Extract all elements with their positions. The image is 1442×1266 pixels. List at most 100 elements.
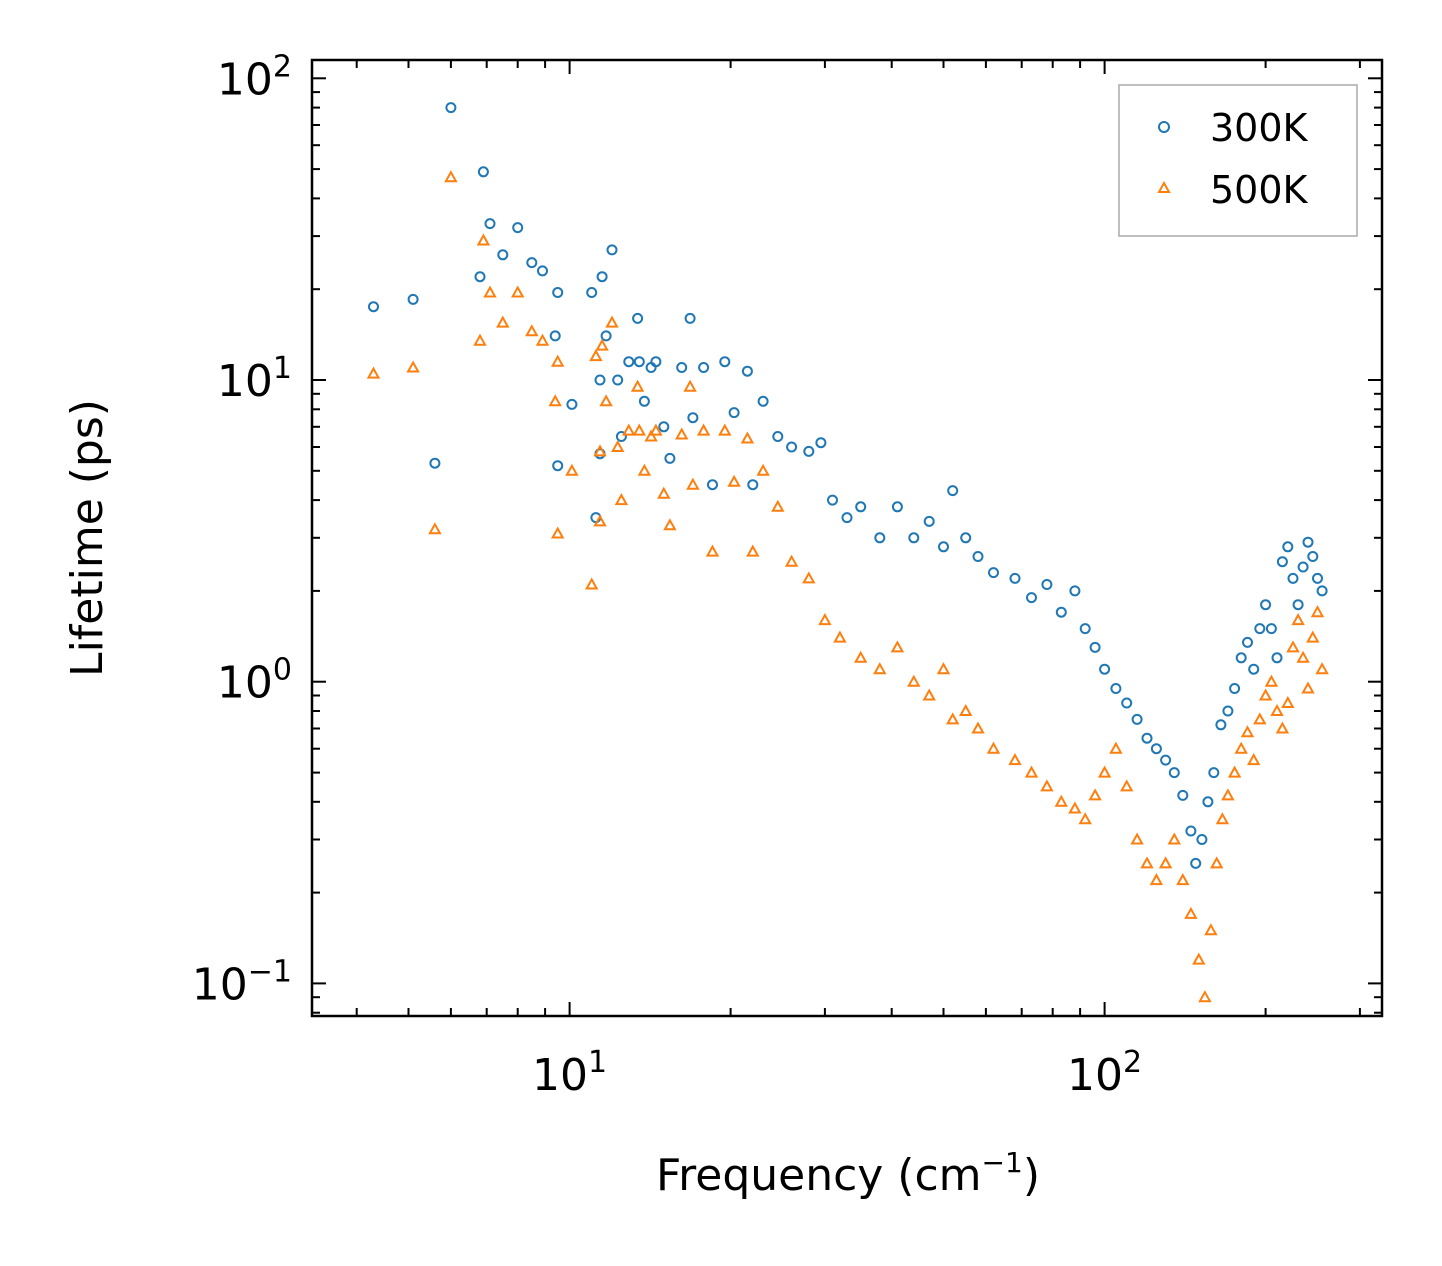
data-point-500k	[1204, 923, 1218, 936]
data-point-300k	[615, 431, 627, 442]
data-point-300k	[477, 166, 489, 178]
data-point-500k	[649, 423, 663, 436]
data-point-300k	[1282, 541, 1294, 553]
data-point-300k	[841, 512, 853, 524]
data-point-500k	[971, 721, 985, 734]
data-point-300k	[1276, 556, 1288, 568]
data-point-500k	[593, 444, 607, 457]
data-point-300k	[803, 445, 815, 457]
data-point-500k	[727, 474, 741, 487]
data-point-500k	[740, 431, 755, 444]
data-point-500k	[1291, 613, 1305, 626]
data-point-500k	[611, 439, 625, 452]
data-point-500k	[406, 360, 420, 373]
y-tick-label: 100	[217, 653, 292, 709]
data-point-300k	[684, 312, 696, 324]
data-point-300k	[698, 362, 710, 373]
data-point-300k	[1202, 796, 1214, 808]
data-point-500k	[1258, 688, 1273, 701]
data-point-300k	[526, 257, 538, 269]
data-point-500k	[1097, 765, 1112, 778]
data-point-300k	[1041, 579, 1053, 590]
data-point-300k	[552, 287, 564, 298]
data-point-300k	[1229, 683, 1241, 694]
data-point-300k	[1168, 767, 1180, 779]
data-point-300k	[988, 567, 999, 579]
data-point-300k	[600, 330, 612, 342]
data-point-500k	[686, 477, 700, 490]
data-point-300k	[815, 437, 827, 449]
data-point-500k	[614, 493, 629, 506]
data-point-300k	[1110, 683, 1122, 694]
data-point-500k	[833, 630, 847, 643]
data-point-500k	[959, 703, 973, 716]
data-point-500k	[1078, 812, 1092, 825]
y-tick-label: 101	[217, 351, 292, 407]
data-point-500k	[644, 429, 658, 442]
data-point-300k	[658, 421, 670, 433]
data-point-300k	[1131, 713, 1143, 725]
data-point-300k	[1099, 663, 1111, 675]
data-point-300k	[687, 412, 699, 424]
data-point-300k	[1307, 551, 1319, 562]
legend: 300K 500K	[1118, 84, 1358, 237]
data-point-300k	[1069, 585, 1081, 597]
data-point-300k	[612, 374, 624, 386]
data-point-300k	[1190, 857, 1202, 869]
data-point-300k	[1185, 825, 1197, 837]
data-point-500k	[1008, 753, 1022, 766]
plot-frame	[310, 58, 1384, 1018]
data-point-500k	[1227, 765, 1242, 778]
data-point-500k	[1184, 906, 1198, 919]
data-point-300k	[1265, 623, 1277, 635]
data-point-500k	[802, 571, 816, 584]
data-point-500k	[1140, 856, 1154, 869]
data-point-500k	[936, 662, 951, 675]
data-point-500k	[630, 379, 645, 392]
data-point-300k	[664, 452, 676, 464]
data-point-300k	[728, 407, 740, 419]
data-point-500k	[1068, 801, 1082, 814]
legend-marker-300k	[1158, 121, 1170, 133]
data-point-500k	[854, 650, 868, 663]
data-point-300k	[1141, 732, 1153, 744]
data-point-300k	[1248, 663, 1260, 675]
legend-box	[1118, 84, 1358, 237]
data-point-500k	[663, 518, 677, 531]
data-point-300k	[632, 312, 644, 324]
data-point-300k	[368, 301, 379, 313]
data-point-300k	[1026, 592, 1037, 604]
data-point-500k	[593, 514, 607, 527]
data-point-300k	[1121, 697, 1133, 709]
data-point-500k	[1109, 741, 1123, 754]
data-point-500k	[1315, 662, 1329, 675]
data-point-500k	[548, 394, 562, 407]
data-point-500k	[1120, 779, 1134, 792]
data-point-500k	[632, 423, 646, 436]
data-point-500k	[1054, 794, 1068, 807]
data-point-300k	[1312, 572, 1323, 584]
data-point-500k	[473, 333, 487, 346]
data-point-500k	[1286, 640, 1300, 653]
data-point-500k	[696, 423, 711, 436]
data-point-300k	[1208, 767, 1220, 779]
x-tick-label: 102	[1067, 1045, 1142, 1101]
data-point-500k	[1310, 605, 1325, 618]
data-point-300k	[566, 398, 578, 410]
data-point-300k	[623, 356, 635, 368]
data-point-300k	[707, 479, 718, 491]
data-point-300k	[923, 515, 935, 527]
data-point-500k	[657, 486, 671, 499]
data-point-500k	[444, 170, 458, 183]
data-point-500k	[1234, 741, 1248, 754]
x-axis-label: Frequency (cm−1)	[656, 1146, 1040, 1201]
data-point-300k	[537, 265, 548, 277]
data-point-500k	[1306, 630, 1320, 643]
data-point-300k	[747, 479, 759, 491]
data-point-300k	[741, 365, 753, 377]
data-point-300k	[1079, 623, 1091, 635]
data-point-300k	[891, 501, 903, 513]
data-point-500k	[589, 349, 603, 362]
data-point-300k	[596, 271, 608, 283]
data-point-500k	[605, 315, 619, 328]
